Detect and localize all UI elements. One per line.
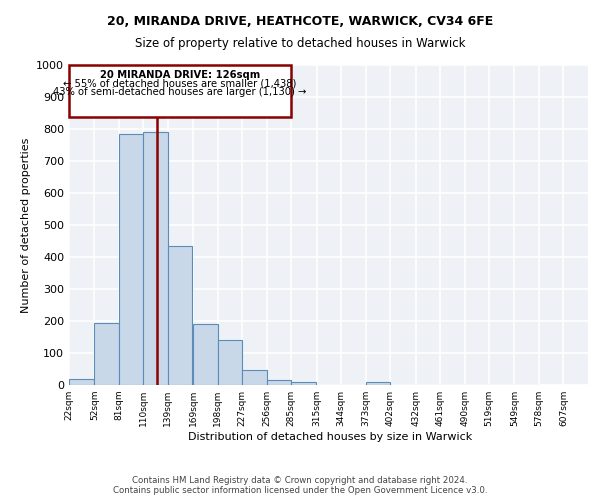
FancyBboxPatch shape: [69, 65, 292, 117]
Bar: [69, 378, 94, 385]
Text: Contains HM Land Registry data © Crown copyright and database right 2024.
Contai: Contains HM Land Registry data © Crown c…: [113, 476, 487, 495]
Text: Size of property relative to detached houses in Warwick: Size of property relative to detached ho…: [135, 38, 465, 51]
Bar: [292, 382, 316, 385]
Bar: [94, 322, 119, 385]
Text: 20 MIRANDA DRIVE: 126sqm: 20 MIRANDA DRIVE: 126sqm: [100, 70, 260, 81]
Text: Distribution of detached houses by size in Warwick: Distribution of detached houses by size …: [188, 432, 472, 442]
Bar: [267, 380, 292, 385]
Bar: [242, 370, 267, 385]
Bar: [365, 382, 390, 385]
Bar: [168, 246, 193, 385]
Bar: [119, 134, 143, 385]
Bar: [143, 132, 168, 385]
Bar: [193, 324, 218, 385]
Y-axis label: Number of detached properties: Number of detached properties: [20, 138, 31, 312]
Bar: [218, 340, 242, 385]
Text: ← 55% of detached houses are smaller (1,438): ← 55% of detached houses are smaller (1,…: [64, 78, 297, 88]
Text: 43% of semi-detached houses are larger (1,130) →: 43% of semi-detached houses are larger (…: [53, 87, 307, 97]
Text: 20, MIRANDA DRIVE, HEATHCOTE, WARWICK, CV34 6FE: 20, MIRANDA DRIVE, HEATHCOTE, WARWICK, C…: [107, 15, 493, 28]
